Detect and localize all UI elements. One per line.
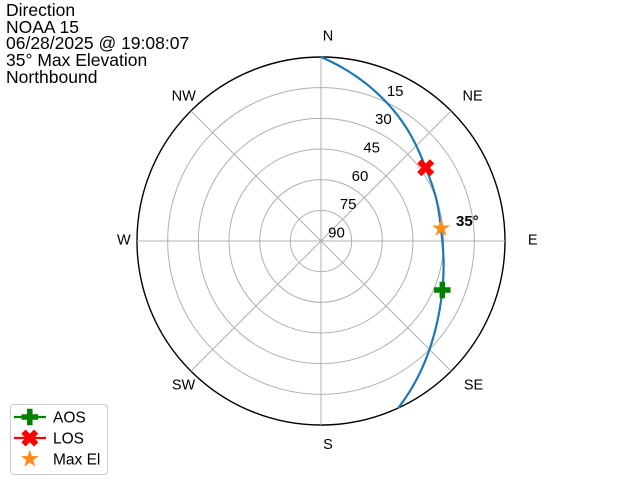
svg-text:N: N [323, 29, 333, 45]
svg-text:S: S [323, 437, 333, 453]
svg-text:15: 15 [387, 83, 404, 100]
svg-text:SE: SE [464, 378, 484, 394]
svg-text:45: 45 [363, 139, 380, 156]
svg-text:AOS: AOS [53, 410, 86, 427]
svg-text:W: W [117, 233, 131, 249]
svg-text:E: E [528, 233, 538, 249]
svg-text:LOS: LOS [53, 431, 84, 448]
svg-text:60: 60 [352, 168, 369, 185]
svg-text:SW: SW [172, 377, 196, 393]
svg-text:75: 75 [340, 196, 357, 213]
svg-text:35°: 35° [456, 213, 479, 230]
svg-text:NE: NE [463, 89, 483, 105]
svg-text:NW: NW [172, 88, 196, 104]
svg-text:30: 30 [375, 111, 392, 128]
svg-text:Max El: Max El [53, 452, 100, 469]
svg-text:90: 90 [328, 224, 345, 241]
